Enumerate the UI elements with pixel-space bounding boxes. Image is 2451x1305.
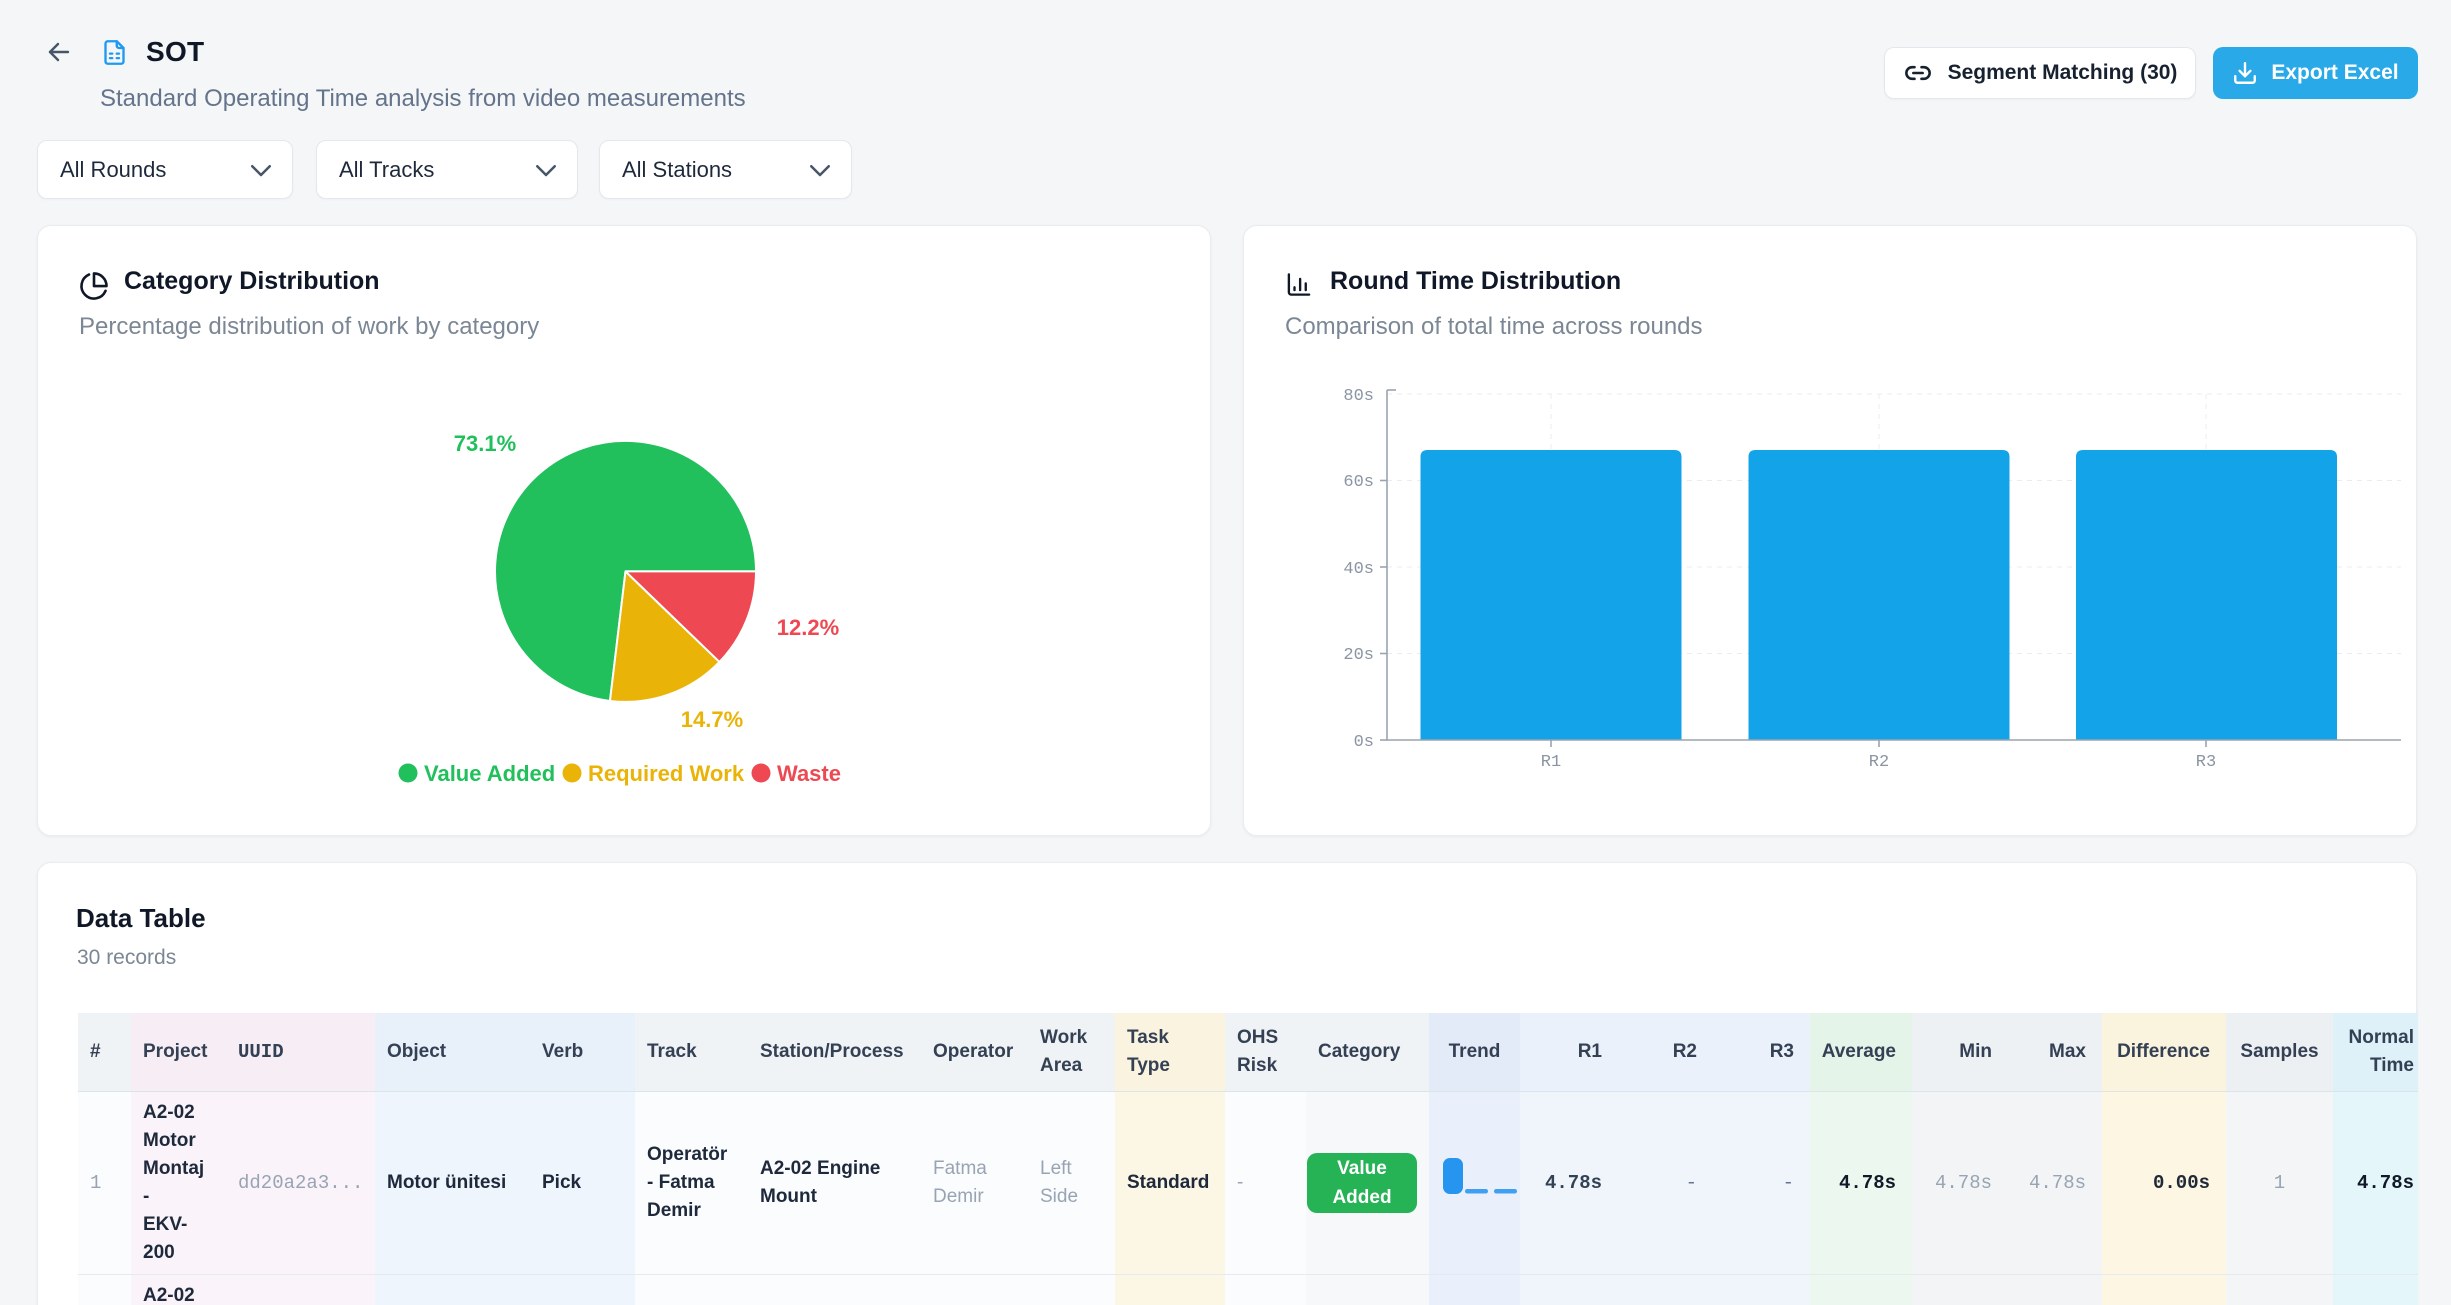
svg-text:12.2%: 12.2% <box>777 615 839 640</box>
svg-text:R2: R2 <box>1869 753 1889 772</box>
svg-text:14.7%: 14.7% <box>681 707 743 732</box>
svg-text:Waste: Waste <box>777 761 841 786</box>
svg-text:0s: 0s <box>1354 733 1374 752</box>
svg-text:60s: 60s <box>1343 473 1374 492</box>
svg-text:40s: 40s <box>1343 560 1374 579</box>
svg-text:R3: R3 <box>2196 753 2216 772</box>
svg-text:73.1%: 73.1% <box>454 431 516 456</box>
svg-text:Required Work: Required Work <box>588 761 745 786</box>
svg-text:R1: R1 <box>1541 753 1561 772</box>
svg-text:Value Added: Value Added <box>424 761 555 786</box>
svg-text:20s: 20s <box>1343 646 1374 665</box>
svg-text:80s: 80s <box>1343 387 1374 406</box>
